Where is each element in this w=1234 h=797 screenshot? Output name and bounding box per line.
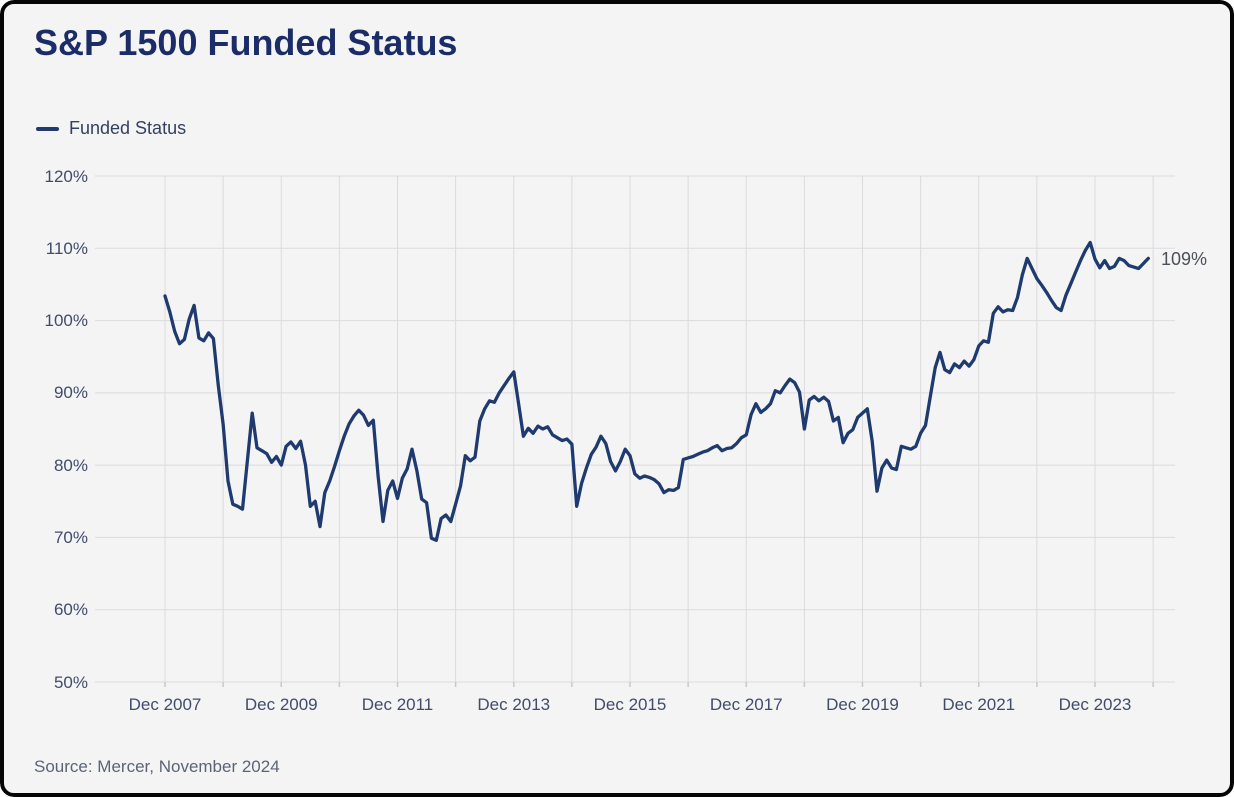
chart-title: S&P 1500 Funded Status (34, 22, 458, 63)
y-axis-tick-label: 100% (44, 311, 88, 331)
y-axis-tick-label: 110% (45, 238, 88, 258)
y-axis-tick-label: 80% (53, 455, 88, 475)
x-axis-tick-label: Dec 2023 (1058, 695, 1132, 714)
legend-line-swatch (36, 126, 59, 131)
y-axis-tick-label: 120% (44, 166, 88, 186)
x-axis-tick-label: Dec 2019 (826, 695, 899, 714)
x-axis-tick-label: Dec 2017 (709, 695, 783, 714)
x-axis-tick-label: Dec 2007 (128, 695, 202, 714)
x-axis-tick-label: Dec 2011 (361, 695, 434, 714)
y-axis-tick-label: 90% (53, 383, 88, 403)
x-axis-tick-label: Dec 2009 (244, 695, 318, 714)
x-axis-tick-label: Dec 2021 (942, 695, 1016, 714)
x-axis-tick-label: Dec 2015 (593, 695, 667, 714)
latest-value-label: 109% (1161, 249, 1208, 269)
funded-status-line (163, 240, 1150, 542)
y-axis-tick-label: 50% (53, 672, 88, 692)
legend-label: Funded Status (69, 118, 187, 138)
x-axis-tick-label: Dec 2013 (477, 695, 551, 714)
source-note: Source: Mercer, November 2024 (34, 757, 280, 776)
y-axis-tick-label: 60% (53, 600, 88, 620)
y-axis-tick-label: 70% (53, 527, 88, 547)
legend: Funded Status (36, 118, 186, 139)
